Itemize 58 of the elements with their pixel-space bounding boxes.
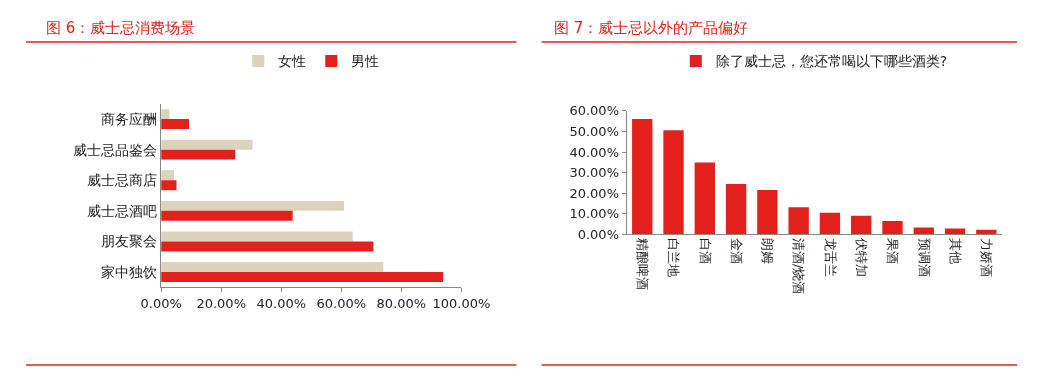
bar: [161, 262, 384, 273]
x-tick-label: 白酒: [697, 237, 713, 264]
x-tick-label: 其他: [947, 237, 963, 264]
x-tick-label: 清酒/烧酒: [791, 237, 807, 295]
bar: [161, 241, 374, 252]
legend-label: 除了威士忌，您还常喝以下哪些酒类?: [715, 53, 948, 70]
bar: [632, 119, 653, 235]
bar: [161, 170, 175, 181]
y-tick-label: 威士忌商店: [87, 172, 158, 189]
bar: [819, 212, 841, 235]
bar: [913, 227, 934, 235]
x-tick-label: 40.00%: [256, 295, 307, 311]
y-tick-label: 0.00%: [577, 226, 619, 242]
bar: [663, 130, 684, 235]
bar: [161, 149, 236, 160]
bar: [757, 190, 778, 235]
y-tick-label: 10.00%: [569, 206, 619, 222]
y-tick-label: 朋友聚会: [101, 233, 158, 250]
y-tick-label: 40.00%: [569, 144, 619, 160]
bar: [161, 272, 444, 282]
x-tick-label: 伏特加: [853, 237, 869, 277]
x-tick-label: 0.00%: [140, 295, 182, 311]
chart-title: 图 6：威士忌消费场景: [46, 19, 196, 37]
x-tick-label: 60.00%: [316, 295, 367, 311]
y-tick-label: 商务应酬: [101, 110, 158, 127]
x-tick-label: 白兰地: [666, 237, 682, 277]
bar: [161, 231, 353, 242]
legend-label: 女性: [278, 53, 307, 70]
bar: [161, 210, 293, 221]
bar: [161, 109, 170, 120]
x-tick-label: 20.00%: [196, 295, 246, 311]
bar: [788, 207, 809, 235]
y-tick-label: 家中独饮: [101, 263, 158, 280]
bar: [161, 200, 345, 211]
bar: [725, 183, 747, 235]
y-tick-label: 50.00%: [569, 123, 619, 139]
y-tick-label: 威士忌品鉴会: [73, 141, 158, 158]
x-tick-label: 80.00%: [376, 295, 427, 311]
x-tick-label: 力娇酒: [979, 237, 995, 277]
chart-title: 图 7：威士忌以外的产品偏好: [554, 19, 749, 37]
bar: [161, 139, 253, 150]
bar: [161, 119, 190, 130]
y-tick-label: 60.00%: [569, 103, 619, 119]
x-tick-label: 精酿啤酒: [635, 237, 651, 290]
x-tick-label: 果酒: [885, 237, 901, 264]
legend-label: 男性: [351, 53, 380, 70]
y-tick-label: 30.00%: [569, 165, 619, 181]
y-tick-label: 威士忌酒吧: [87, 202, 158, 219]
x-tick-label: 预调酒: [916, 237, 932, 277]
x-tick-label: 100.00%: [432, 295, 491, 311]
x-tick-label: 朗姆: [760, 237, 776, 264]
y-tick-label: 20.00%: [569, 185, 619, 201]
bar: [882, 221, 903, 235]
bar: [694, 162, 715, 235]
bar: [161, 180, 177, 191]
x-tick-label: 龙舌兰: [822, 237, 838, 277]
x-tick-label: 金酒: [728, 237, 744, 264]
bar: [851, 215, 872, 235]
